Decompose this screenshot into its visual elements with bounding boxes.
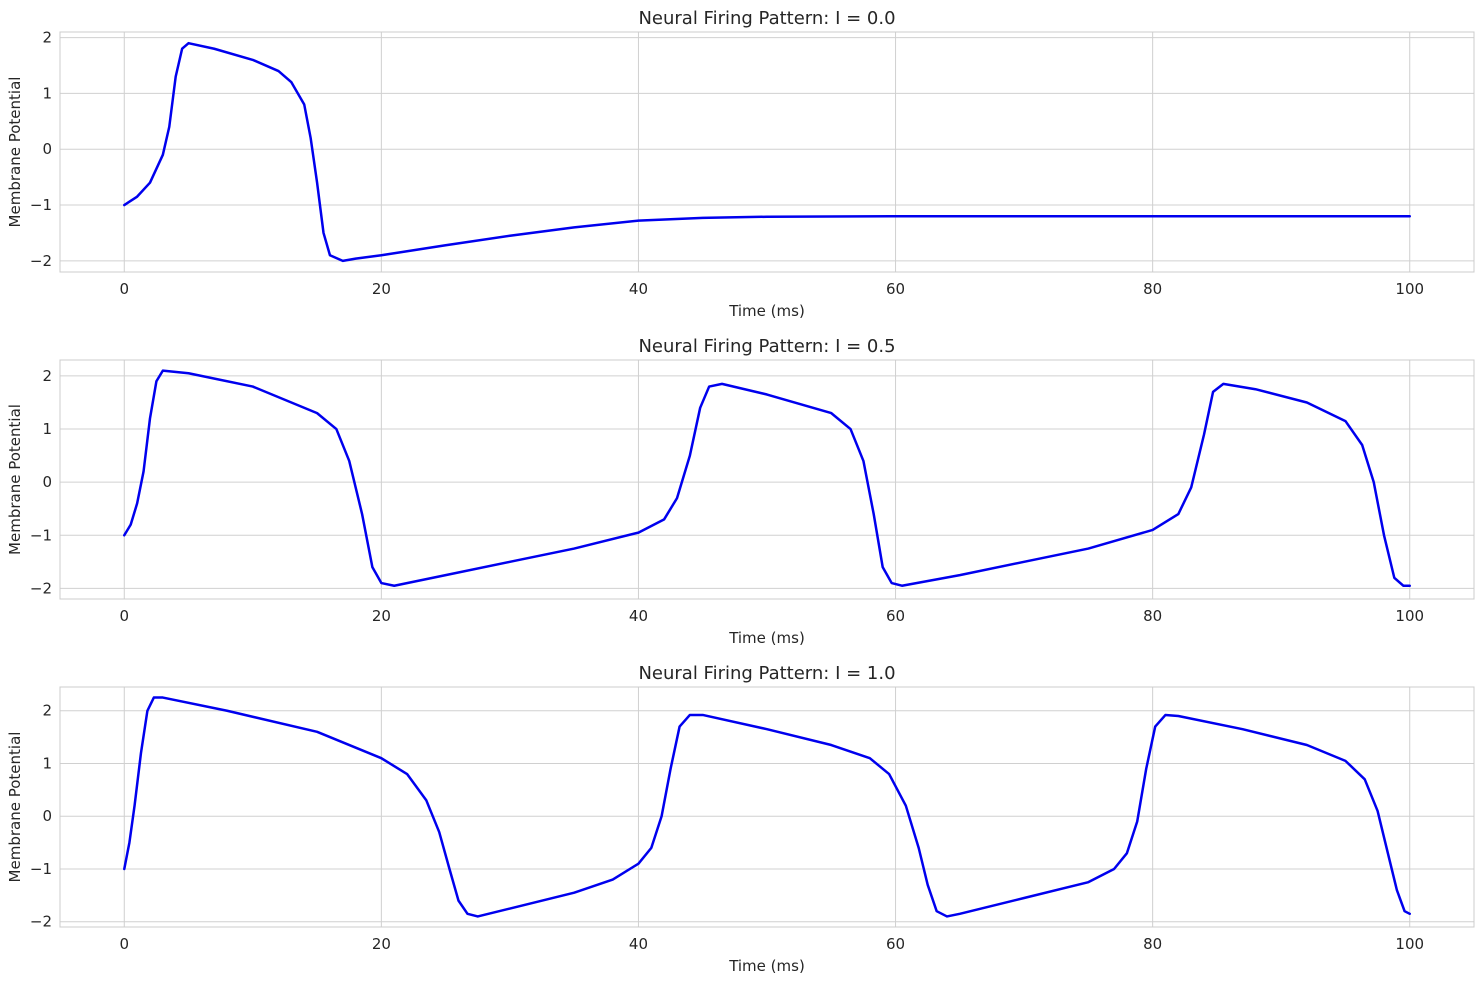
y-tick-label: −1 [30,196,52,214]
y-tick-label: −2 [30,252,52,270]
y-tick-label: 2 [42,29,52,47]
chart-panel-2: 0 20 40 60 80 100 −2 −1 0 1 2 Neural Firing Pattern… [6,336,1475,647]
x-tick-label: 60 [886,607,905,625]
y-tick-label: 0 [42,473,52,491]
y-tick-label: 0 [42,807,52,825]
x-tick-label: 40 [629,280,648,298]
x-axis-label: Time (ms) [728,302,805,320]
chart-title: Neural Firing Pattern: I = 0.0 [638,8,895,29]
plot-frame [59,686,1475,928]
x-tick-label: 100 [1395,935,1424,953]
chart-title: Neural Firing Pattern: I = 1.0 [638,663,895,684]
x-tick-label: 60 [886,280,905,298]
x-tick-label: 80 [1143,607,1162,625]
chart-panel-1: 0 20 40 60 80 100 −2 −1 0 1 2 Neural Firing Pattern… [6,8,1475,320]
y-axis-label: Membrane Potential [6,77,24,228]
y-tick-label: −1 [30,860,52,878]
x-tick-label: 80 [1143,280,1162,298]
y-tick-label: 1 [42,420,52,438]
x-tick-label: 0 [119,280,129,298]
series-line-1 [123,696,1411,918]
chart-title: Neural Firing Pattern: I = 0.5 [638,336,895,357]
y-tick-label: 0 [42,140,52,158]
y-tick-label: −1 [30,526,52,544]
x-tick-label: 40 [629,935,648,953]
y-tick-label: −2 [30,579,52,597]
x-tick-label: 80 [1143,935,1162,953]
y-axis-label: Membrane Potential [6,404,24,555]
series-line-1 [123,369,1411,587]
y-axis-label: Membrane Potential [6,732,24,883]
x-tick-label: 20 [372,935,391,953]
x-axis-label: Time (ms) [728,957,805,975]
x-tick-label: 20 [372,280,391,298]
y-tick-label: 1 [42,754,52,772]
x-tick-label: 60 [886,935,905,953]
plot-frame [59,31,1475,273]
chart-panel-3: 0 20 40 60 80 100 −2 −1 0 1 2 Neural Firing Pattern… [6,663,1475,975]
y-tick-label: 2 [42,702,52,720]
x-tick-label: 40 [629,607,648,625]
y-tick-label: 1 [42,84,52,102]
x-tick-label: 0 [119,935,129,953]
x-tick-label: 20 [372,607,391,625]
x-tick-label: 100 [1395,280,1424,298]
plot-frame [59,359,1475,600]
x-axis-label: Time (ms) [728,629,805,647]
x-tick-label: 100 [1395,607,1424,625]
x-tick-label: 0 [119,607,129,625]
y-tick-label: −2 [30,913,52,931]
y-tick-label: 2 [42,367,52,385]
series-line-1 [123,41,1411,263]
